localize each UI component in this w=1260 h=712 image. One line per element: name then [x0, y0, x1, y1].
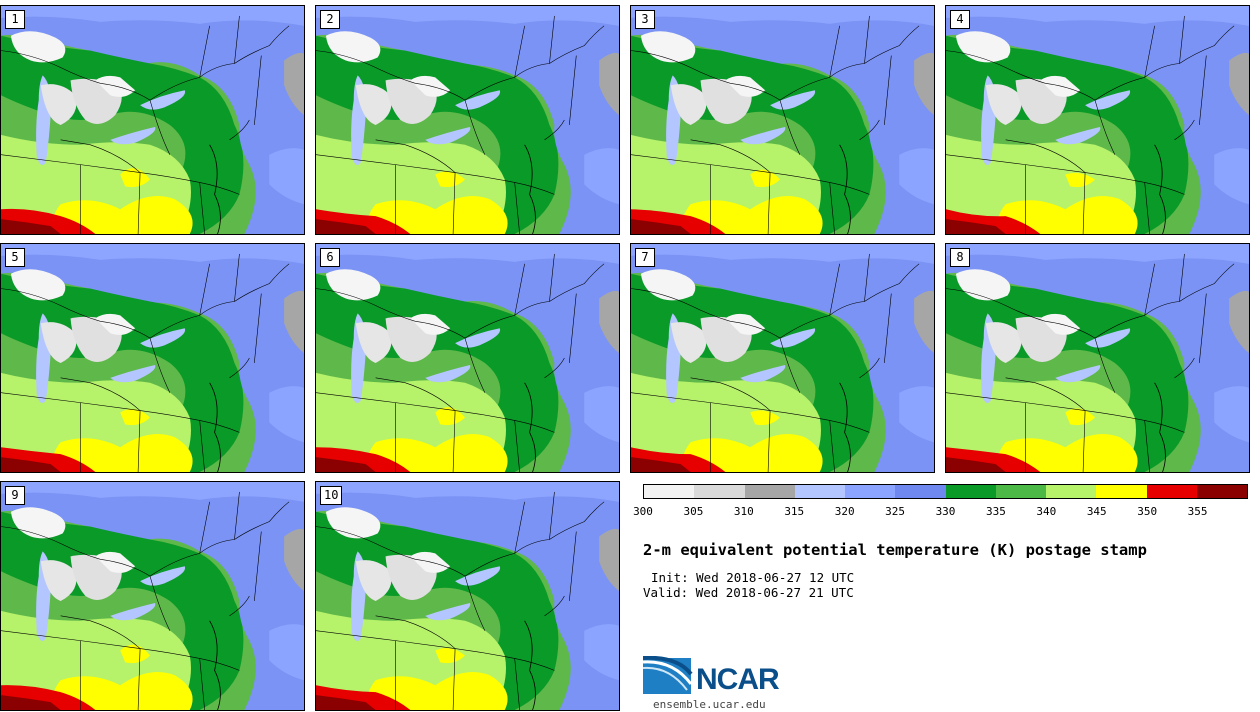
ncar-logo-icon [643, 656, 693, 694]
ensemble-member-label: 1 [5, 10, 25, 29]
ensemble-member-label: 8 [950, 248, 970, 267]
colorbar-segment [1146, 485, 1197, 498]
postage-stamp-map: 6 [315, 243, 620, 473]
colorbar-tick-label: 325 [885, 505, 906, 518]
ensemble-member-label: 10 [320, 486, 343, 505]
colorbar-tick-label: 350 [1137, 505, 1158, 518]
valid-time: Valid: Wed 2018-06-27 21 UTC [643, 585, 854, 600]
postage-stamp-map: 1 [0, 5, 305, 235]
postage-stamp-map: 5 [0, 243, 305, 473]
postage-stamp-map: 8 [945, 243, 1250, 473]
colorbar-tick-label: 345 [1086, 505, 1107, 518]
colorbar-segment [644, 485, 695, 498]
colorbar-tick-label: 320 [834, 505, 855, 518]
postage-stamp-map: 9 [0, 481, 305, 711]
postage-stamp-map: 10 [315, 481, 620, 711]
colorbar-segment [945, 485, 996, 498]
colorbar-segment [694, 485, 745, 498]
colorbar-segment [744, 485, 795, 498]
ensemble-member-label: 4 [950, 10, 970, 29]
init-time: Init: Wed 2018-06-27 12 UTC [651, 570, 855, 585]
ensemble-member-label: 9 [5, 486, 25, 505]
colorbar-tick-label: 305 [683, 505, 704, 518]
postage-stamp-map: 3 [630, 5, 935, 235]
page-title: 2-m equivalent potential temperature (K)… [643, 541, 1147, 559]
colorbar-segment [1196, 485, 1247, 498]
colorbar-segment [895, 485, 946, 498]
ensemble-member-label: 7 [635, 248, 655, 267]
ensemble-url: ensemble.ucar.edu [653, 698, 766, 711]
postage-stamp-map: 2 [315, 5, 620, 235]
colorbar-segment [794, 485, 845, 498]
colorbar [643, 484, 1248, 499]
colorbar-tick-label: 310 [733, 505, 754, 518]
postage-stamp-map: 7 [630, 243, 935, 473]
colorbar-tick-labels: 300 305 310 315 320 325 330 335 340 345 350 355 [633, 505, 1248, 519]
ensemble-member-label: 6 [320, 248, 340, 267]
colorbar-tick-label: 300 [633, 505, 653, 518]
colorbar-segment [845, 485, 896, 498]
colorbar-tick-label: 315 [784, 505, 805, 518]
colorbar-tick-label: 330 [935, 505, 956, 518]
colorbar-segment [1096, 485, 1147, 498]
postage-stamp-map: 4 [945, 5, 1250, 235]
colorbar-tick-label: 335 [985, 505, 1006, 518]
ncar-logo-text: NCAR [696, 663, 780, 696]
colorbar-segment [1046, 485, 1097, 498]
colorbar-segment [995, 485, 1046, 498]
ensemble-member-label: 5 [5, 248, 25, 267]
ensemble-member-label: 3 [635, 10, 655, 29]
ensemble-member-label: 2 [320, 10, 340, 29]
colorbar-tick-label: 355 [1187, 505, 1208, 518]
colorbar-tick-label: 340 [1036, 505, 1057, 518]
